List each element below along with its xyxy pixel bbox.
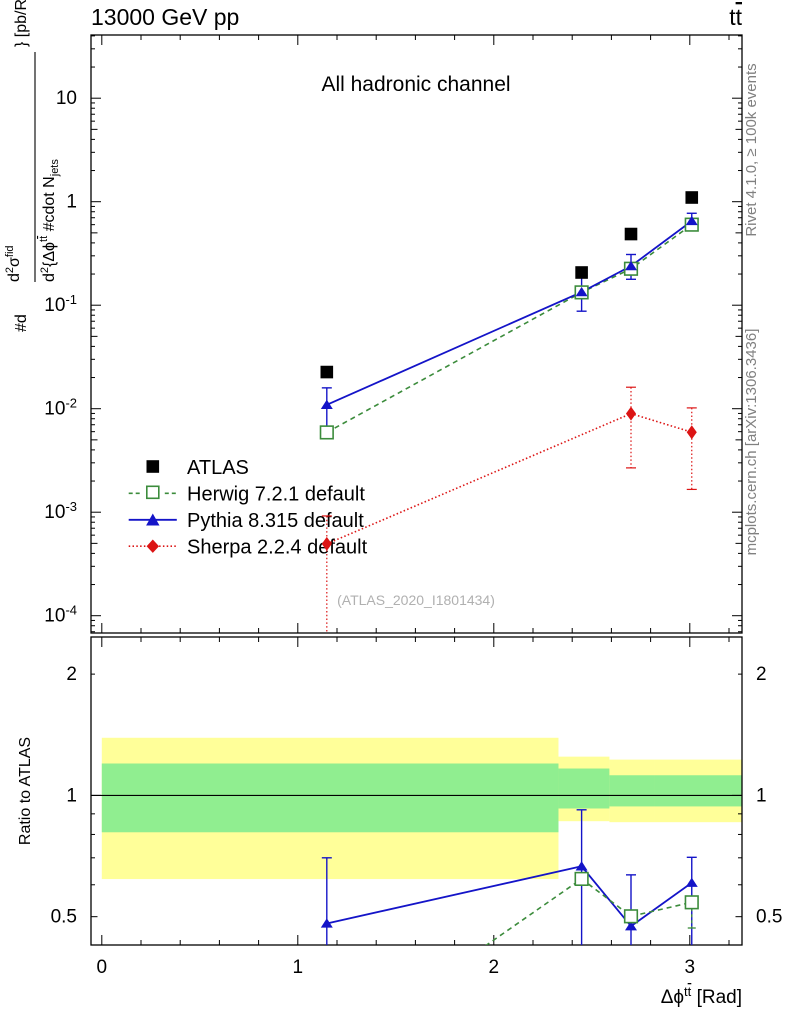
svg-text:Rivet 4.1.0, ≥ 100k events: Rivet 4.1.0, ≥ 100k events — [743, 63, 760, 236]
svg-text:#d: #d — [13, 314, 30, 332]
svg-text:0: 0 — [97, 957, 108, 978]
svg-text:2: 2 — [489, 957, 500, 978]
svg-text:0.5: 0.5 — [51, 907, 77, 928]
svg-text:(ATLAS_2020_I1801434): (ATLAS_2020_I1801434) — [337, 592, 495, 608]
svg-text:Δϕtt [Rad]: Δϕtt [Rad] — [661, 984, 742, 1008]
svg-text:13000 GeV pp: 13000 GeV pp — [91, 4, 239, 30]
svg-text:Ratio to ATLAS: Ratio to ATLAS — [17, 737, 34, 845]
svg-text:Pythia 8.315 default: Pythia 8.315 default — [187, 510, 364, 532]
svg-text:1: 1 — [293, 957, 304, 978]
svg-text:Herwig 7.2.1 default: Herwig 7.2.1 default — [187, 484, 365, 506]
svg-text:All hadronic channel: All hadronic channel — [321, 73, 510, 96]
svg-text:2: 2 — [756, 664, 767, 685]
svg-text:10: 10 — [56, 88, 77, 109]
svg-text:1: 1 — [756, 785, 767, 806]
svg-text:2: 2 — [66, 664, 77, 685]
svg-text:mcplots.cern.ch [arXiv:1306.34: mcplots.cern.ch [arXiv:1306.3436] — [743, 329, 760, 556]
svg-text:tt: tt — [729, 4, 742, 30]
svg-text:1: 1 — [66, 192, 77, 213]
svg-text:0.5: 0.5 — [756, 907, 782, 928]
svg-text:1: 1 — [66, 785, 77, 806]
svg-text:} [pb/Rad]: } [pb/Rad] — [13, 0, 30, 47]
svg-text:3: 3 — [685, 957, 696, 978]
svg-text:Sherpa 2.2.4 default: Sherpa 2.2.4 default — [187, 537, 368, 559]
svg-text:ATLAS: ATLAS — [187, 457, 249, 479]
svg-text:d2{Δϕtt #cdot Njets: d2{Δϕtt #cdot Njets — [38, 159, 61, 282]
